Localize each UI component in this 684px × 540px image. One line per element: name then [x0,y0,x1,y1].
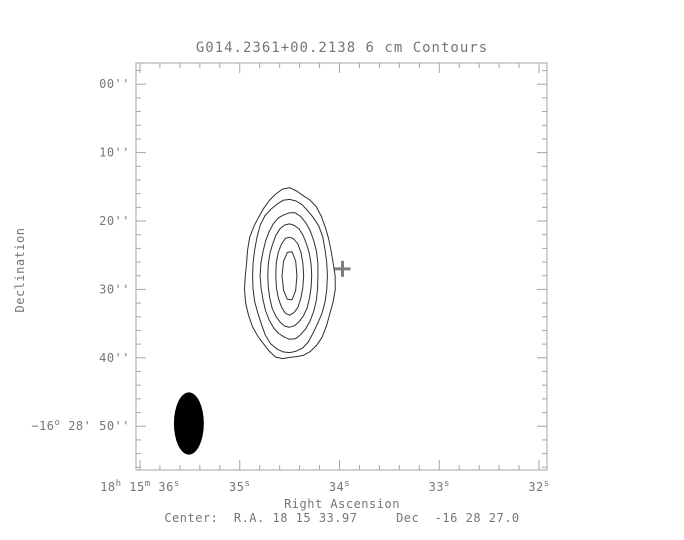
x-tick-label: 32s [528,479,549,494]
x-tick-label: 18h 15m 36s [100,479,180,494]
contour-line-level-6 [281,251,298,301]
contour-line-level-2 [252,198,328,354]
y-tick-label: 10'' [99,146,130,160]
y-tick-label: −16o 28' 50'' [31,418,130,433]
contour-line-level-3 [259,212,319,340]
x-tick-label: 35s [229,479,250,494]
contour-line-level-5 [275,236,305,316]
x-axis-title: Right Ascension [284,497,400,511]
beam-ellipse [173,392,204,455]
contour-line-level-4 [267,223,313,328]
y-tick-label: 00'' [99,77,130,91]
x-tick-label: 33s [429,479,450,494]
plot-frame [135,62,548,471]
center-coordinates-caption: Center: R.A. 18 15 33.97 Dec -16 28 27.0 [164,511,520,525]
y-tick-label: 40'' [99,351,130,365]
y-tick-label: 20'' [99,214,130,228]
y-tick-label: 30'' [99,282,130,296]
x-tick-label: 34s [329,479,350,494]
plot-title: G014.2361+00.2138 6 cm Contours [195,40,489,56]
contour-line-level-1 [244,187,336,360]
